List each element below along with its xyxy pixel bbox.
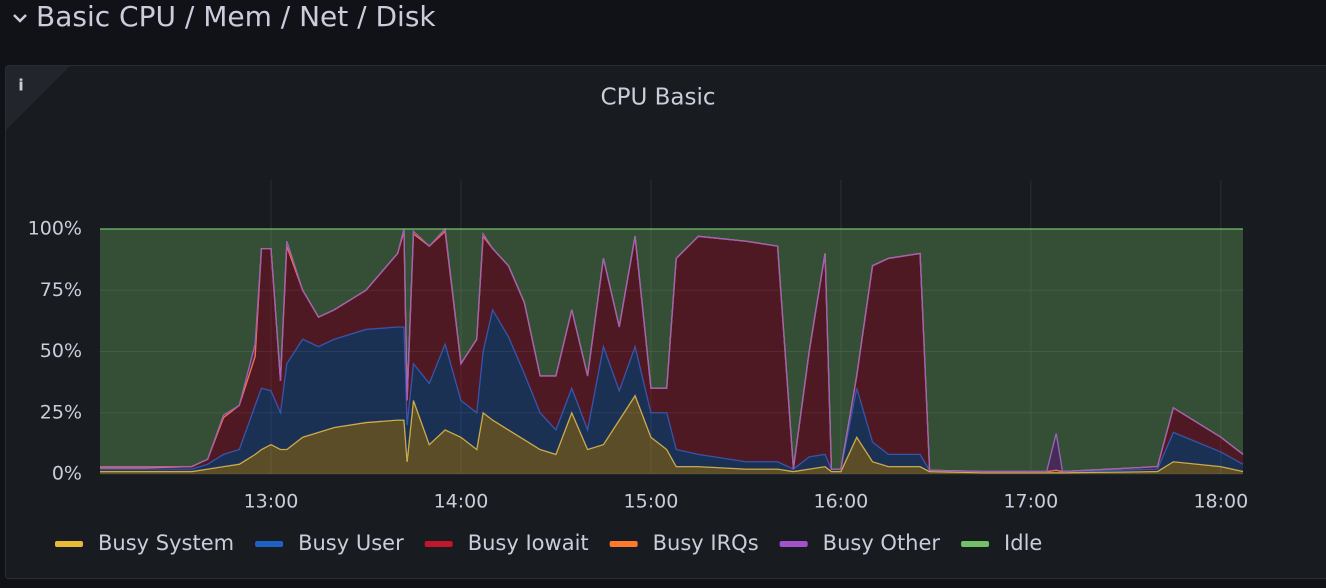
info-icon[interactable]: i xyxy=(18,76,23,95)
panel-title: CPU Basic xyxy=(601,85,716,111)
legend-item[interactable]: Busy IRQs xyxy=(609,531,759,555)
y-tick-label: 50% xyxy=(40,340,82,362)
row-title[interactable]: Basic CPU / Mem / Net / Disk xyxy=(36,0,436,33)
legend-swatch xyxy=(55,541,83,547)
area-fill xyxy=(100,309,1243,473)
panel-info-corner[interactable] xyxy=(6,66,70,130)
series-line xyxy=(100,394,1244,474)
legend-item[interactable]: Busy System xyxy=(55,531,234,555)
area-fill xyxy=(100,229,1243,472)
legend-label: Idle xyxy=(1004,531,1042,555)
x-tick-label: 17:00 xyxy=(1003,491,1058,513)
y-tick-label: 100% xyxy=(28,218,82,240)
x-tick-label: 15:00 xyxy=(624,491,679,513)
x-tick-label: 14:00 xyxy=(434,491,489,513)
legend-label: Busy User xyxy=(298,531,404,555)
x-tick-label: 13:00 xyxy=(244,491,299,513)
series-line xyxy=(100,227,1244,473)
area-fill xyxy=(100,231,1243,472)
legend-swatch xyxy=(255,541,284,547)
y-tick-label: 0% xyxy=(52,463,82,485)
legend: Busy System Busy User Busy Iowait Busy IRQs… xyxy=(55,531,1042,555)
area-fill xyxy=(100,395,1243,474)
x-tick-label: 18:00 xyxy=(1193,491,1248,513)
plot-area: 0% 25% 50% 75% 100% 13:00 14:00 15:00 16:00 17:00… xyxy=(28,180,1248,513)
legend-item[interactable]: Busy Iowait xyxy=(424,531,589,555)
legend-swatch xyxy=(779,541,808,547)
panel xyxy=(5,65,1326,579)
legend-swatch xyxy=(961,541,990,547)
legend-label: Busy System xyxy=(98,531,234,555)
series-line xyxy=(100,308,1244,473)
legend-label: Busy Other xyxy=(823,531,941,555)
legend-item[interactable]: Busy User xyxy=(255,531,404,555)
legend-label: Busy Iowait xyxy=(468,531,589,555)
x-tick-label: 16:00 xyxy=(814,491,869,513)
y-tick-label: 25% xyxy=(40,401,82,423)
legend-item[interactable]: Idle xyxy=(961,531,1042,555)
legend-swatch xyxy=(609,541,638,547)
legend-item[interactable]: Busy Other xyxy=(779,531,941,555)
legend-label: Busy IRQs xyxy=(653,531,759,555)
legend-swatch xyxy=(424,541,453,547)
collapse-chevron[interactable] xyxy=(13,14,27,23)
y-tick-label: 75% xyxy=(40,279,82,301)
